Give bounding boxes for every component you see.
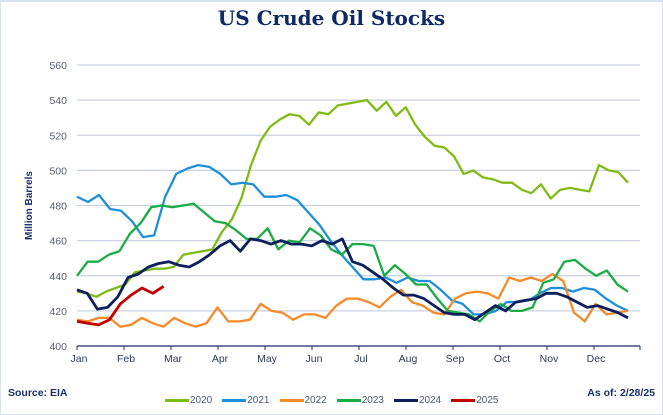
legend-label: 2025 xyxy=(476,395,499,406)
as-of-date: As of: 2/28/25 xyxy=(587,387,655,399)
x-tick-label: Aug xyxy=(399,353,418,365)
x-tick-label: Jun xyxy=(306,353,323,365)
source-note: Source: EIA xyxy=(8,387,68,399)
x-tick-label: Apr xyxy=(212,353,229,365)
chart-title: US Crude Oil Stocks xyxy=(217,6,446,30)
legend-item-2021: 2021 xyxy=(222,395,270,406)
legend-swatch xyxy=(165,399,189,402)
x-tick-label: Oct xyxy=(494,353,510,365)
legend-swatch xyxy=(279,399,304,402)
y-tick-label: 500 xyxy=(49,165,67,177)
legend-label: 2022 xyxy=(304,395,327,406)
legend-swatch xyxy=(451,399,476,402)
legend-item-2024: 2024 xyxy=(394,395,441,406)
x-tick-label: Dec xyxy=(587,353,606,365)
x-tick-label: Sep xyxy=(446,353,465,365)
y-tick-label: 540 xyxy=(49,95,67,107)
series-line-2024 xyxy=(76,237,629,322)
x-tick-label: Feb xyxy=(117,353,135,365)
legend-label: 2023 xyxy=(361,395,384,406)
legend-item-2020: 2020 xyxy=(165,395,212,406)
legend-label: 2021 xyxy=(247,395,270,406)
y-tick-label: 440 xyxy=(49,271,67,283)
x-tick-label: May xyxy=(257,353,278,365)
series-line-2020 xyxy=(76,98,629,298)
x-tick-label: Mar xyxy=(164,353,183,365)
legend-item-2023: 2023 xyxy=(336,395,384,406)
legend-swatch xyxy=(394,399,418,402)
legend-item-2022: 2022 xyxy=(279,395,327,406)
series-line-2025 xyxy=(76,285,165,327)
chart-legend: 2020 2021 2022 2023 2024 2025 xyxy=(165,395,499,406)
y-tick-label: 520 xyxy=(49,130,67,142)
y-tick-label: 420 xyxy=(49,306,67,318)
y-axis-label: Million Barrels xyxy=(24,171,35,240)
series-line-2021 xyxy=(76,163,629,316)
y-tick-label: 460 xyxy=(49,236,67,248)
x-tick-label: Jan xyxy=(71,353,88,365)
legend-swatch xyxy=(336,399,361,402)
legend-label: 2024 xyxy=(419,395,442,406)
y-tick-label: 480 xyxy=(49,201,67,213)
y-tick-label: 400 xyxy=(49,341,67,353)
x-tick-label: Jul xyxy=(354,353,367,365)
series-line-2022 xyxy=(76,272,629,328)
y-tick-label: 560 xyxy=(49,60,67,72)
legend-swatch xyxy=(222,399,247,402)
legend-item-2025: 2025 xyxy=(451,395,499,406)
legend-label: 2020 xyxy=(190,395,213,406)
x-tick-label: Nov xyxy=(540,353,559,365)
